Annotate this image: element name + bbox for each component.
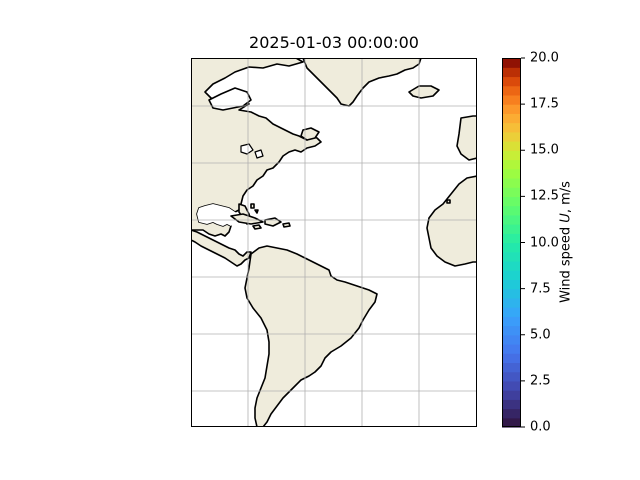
colorbar	[502, 57, 525, 428]
colorbar-label-suffix: , m/s	[558, 181, 574, 214]
colorbar-level	[502, 399, 521, 410]
newfoundland-landmass	[300, 127, 320, 141]
colorbar-level	[502, 270, 521, 280]
colorbar-label-variable: U	[558, 213, 574, 223]
map-axes	[191, 58, 477, 427]
africa-landmass	[426, 175, 477, 267]
cuba	[230, 213, 264, 225]
colorbar-tick-label: 12.5	[530, 188, 559, 204]
iberia-landmass	[456, 115, 477, 161]
colorbar-level	[502, 67, 521, 78]
iceland-landmass	[408, 85, 440, 99]
colorbar-level	[502, 214, 521, 225]
colorbar-level	[502, 297, 521, 308]
land-layer	[191, 58, 477, 427]
colorbar-level	[502, 307, 521, 317]
colorbar-tick-label: 17.5	[530, 96, 559, 112]
central-america-landmass	[191, 229, 252, 267]
colorbar-tick-label: 10.0	[530, 235, 559, 250]
map-title: 2025-01-03 00:00:00	[249, 33, 419, 52]
colorbar-level	[502, 224, 521, 234]
colorbar-level	[502, 131, 521, 142]
colorbar-tick-label: 2.5	[530, 373, 551, 389]
hispaniola	[264, 217, 282, 227]
colorbar-level	[502, 104, 521, 114]
jamaica	[252, 224, 262, 230]
colorbar-level	[502, 371, 521, 382]
colorbar-frame	[502, 58, 521, 427]
colorbar-level	[502, 316, 521, 327]
colorbar-level	[502, 113, 521, 124]
gridlines	[191, 58, 477, 427]
colorbar-label-prefix: Wind speed	[558, 222, 574, 303]
map-frame	[191, 58, 477, 427]
colorbar-level	[502, 380, 521, 391]
map-svg	[191, 58, 477, 427]
colorbar-level	[502, 288, 521, 299]
colorbar-level	[502, 279, 521, 290]
colorbar-tick-label: 20.0	[530, 50, 559, 66]
colorbar-label: Wind speed U, m/s	[559, 181, 574, 303]
hudson-bay	[208, 87, 252, 111]
colorbar-level	[502, 177, 521, 188]
bahamas	[250, 203, 259, 214]
colorbar-level	[502, 76, 521, 87]
colorbar-level	[502, 168, 521, 179]
colorbar-level	[502, 343, 521, 354]
colorbar-level	[502, 233, 521, 244]
colorbar-level	[502, 196, 521, 207]
colorbar-level	[502, 141, 521, 151]
colorbar-level	[502, 325, 521, 336]
colorbar-level	[502, 408, 521, 419]
colorbar-tick-label: 5.0	[530, 327, 551, 343]
canary-islands	[446, 199, 451, 204]
colorbar-level	[502, 353, 521, 364]
south-america-landmass	[244, 245, 378, 427]
puerto-rico	[282, 222, 291, 228]
colorbar-level	[502, 390, 521, 400]
colorbar-tick-label: 15.0	[530, 142, 559, 158]
gulf-of-mexico	[197, 204, 239, 226]
colorbar-level	[502, 362, 521, 373]
colorbar-level	[502, 58, 521, 68]
colorbar-level	[502, 242, 521, 253]
colorbar-level	[502, 187, 521, 197]
colorbar-level	[502, 159, 521, 170]
colorbar-level	[502, 251, 521, 262]
colorbar-tick-label: 0.0	[530, 419, 551, 435]
colorbar-level	[502, 260, 521, 271]
colorbar-level	[502, 334, 521, 345]
colorbar-level	[502, 94, 521, 105]
colorbar-level	[502, 85, 521, 96]
colorbar-level	[502, 205, 521, 216]
colorbar-tick-label: 7.5	[530, 281, 551, 297]
colorbar-level	[502, 417, 521, 428]
colorbar-level	[502, 150, 521, 161]
colorbar-level	[502, 122, 521, 133]
